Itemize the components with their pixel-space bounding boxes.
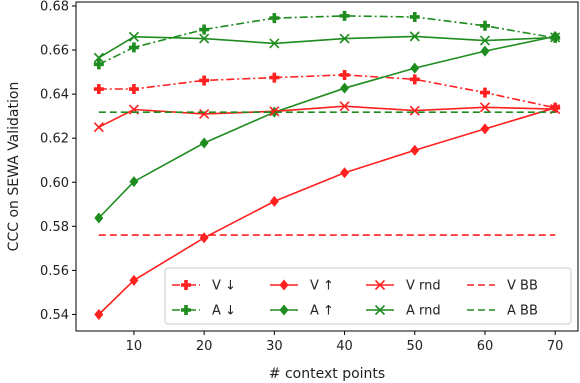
data-point-v-up [129, 274, 139, 286]
axes: 10 20 30 40 50 60 70 0.54 0.56 0.58 0.60 0.62 0.64 0.… [40, 0, 579, 354]
data-point-a-down [93, 59, 104, 70]
y-tick-label: 0.54 [40, 308, 69, 323]
data-point-v-down [128, 84, 139, 95]
data-point-a-down [479, 20, 490, 31]
data-point-a-rnd [339, 33, 350, 44]
series-v-rnd [93, 101, 561, 133]
data-point-a-rnd [128, 31, 139, 42]
data-point-v-down [269, 72, 280, 83]
legend-item-v-bb: V BB [467, 279, 538, 294]
data-point-v-rnd [93, 122, 104, 133]
x-axis-label: # context points [269, 366, 385, 382]
legend: V ↓ A ↓ V ↑ A ↑ V rnd A rnd V BB A BB [164, 267, 572, 325]
data-point-a-rnd [93, 52, 104, 63]
data-point-v-down [409, 74, 420, 85]
data-point-a-rnd [479, 35, 491, 46]
legend-label: V rnd [406, 279, 441, 294]
data-point-a-up [410, 62, 420, 74]
legend-label: V ↓ [212, 279, 236, 294]
plot-area [93, 10, 561, 320]
y-tick-label: 0.66 [40, 44, 69, 59]
y-tick-label: 0.62 [40, 132, 69, 147]
data-point-a-down [128, 42, 139, 53]
legend-label: A ↑ [310, 304, 334, 319]
y-tick-label: 0.56 [40, 264, 69, 279]
data-point-a-down [199, 24, 210, 35]
data-point-a-down [269, 13, 280, 24]
series-a-rnd [93, 31, 561, 63]
data-point-a-up [199, 137, 209, 149]
y-tick-label: 0.60 [40, 176, 69, 191]
series-v-down [93, 69, 561, 113]
legend-label: A ↓ [212, 304, 236, 319]
legend-label: A BB [507, 304, 538, 319]
data-point-a-down [409, 11, 420, 22]
data-point-v-up [269, 195, 279, 207]
series-a-up [94, 30, 560, 224]
x-tick-label: 10 [126, 339, 143, 354]
legend-marker [374, 304, 386, 316]
legend-item-a-down: A ↓ [172, 304, 236, 319]
data-point-v-down [199, 75, 210, 86]
data-point-v-down [93, 84, 104, 95]
series-line-v-down [98, 74, 556, 109]
legend-item-a-rnd: A rnd [366, 304, 441, 319]
data-point-a-up [129, 176, 139, 188]
plot-frame [75, 1, 579, 332]
data-point-v-up [480, 123, 490, 135]
data-point-a-rnd [550, 32, 561, 43]
data-point-v-rnd [199, 108, 210, 120]
legend-label: V ↑ [310, 279, 334, 294]
series-line-a-rnd [98, 35, 556, 59]
data-point-v-up [340, 167, 350, 179]
legend-item-v-rnd: V rnd [366, 279, 441, 294]
data-point-v-rnd [409, 105, 420, 116]
data-point-v-up [94, 308, 104, 320]
data-point-v-rnd [479, 102, 491, 113]
data-point-v-down [339, 69, 350, 80]
data-point-v-up [410, 144, 420, 156]
legend-item-a-bb: A BB [467, 304, 538, 319]
series-line-a-down [98, 15, 556, 66]
legend-marker [181, 280, 191, 291]
legend-item-v-up: V ↑ [270, 279, 334, 294]
x-tick-label: 60 [477, 339, 494, 354]
y-axis-label: CCC on SEWA Validation [6, 82, 22, 252]
x-tick-label: 70 [547, 339, 564, 354]
data-point-a-rnd [409, 31, 420, 42]
legend-marker [279, 304, 289, 316]
series-line-a-up [98, 35, 556, 219]
y-tick-label: 0.58 [40, 220, 69, 235]
x-tick-label: 50 [406, 339, 423, 354]
legend-marker [279, 279, 289, 291]
y-tick-label: 0.68 [40, 0, 69, 14]
data-point-v-down [479, 87, 490, 98]
data-point-a-up [480, 45, 490, 57]
data-point-a-rnd [269, 38, 280, 49]
x-tick-label: 20 [196, 339, 213, 354]
data-point-v-up [199, 232, 209, 244]
data-point-v-rnd [269, 106, 280, 117]
series-line-v-rnd [98, 105, 556, 128]
data-point-a-up [340, 82, 350, 94]
data-point-a-down [339, 10, 350, 21]
x-tick-label: 40 [336, 339, 353, 354]
legend-marker [374, 279, 386, 291]
legend-marker [181, 305, 191, 316]
legend-item-v-down: V ↓ [172, 279, 236, 294]
x-tick-label: 30 [266, 339, 283, 354]
data-point-a-up [94, 212, 104, 224]
series-v-up [94, 102, 560, 320]
data-point-v-rnd [339, 101, 350, 112]
legend-label: V BB [507, 279, 538, 294]
y-tick-label: 0.64 [40, 88, 69, 103]
data-point-a-rnd [199, 33, 210, 44]
legend-label: A rnd [406, 304, 441, 319]
legend-item-a-up: A ↑ [270, 304, 334, 319]
series-line-v-up [98, 107, 556, 316]
